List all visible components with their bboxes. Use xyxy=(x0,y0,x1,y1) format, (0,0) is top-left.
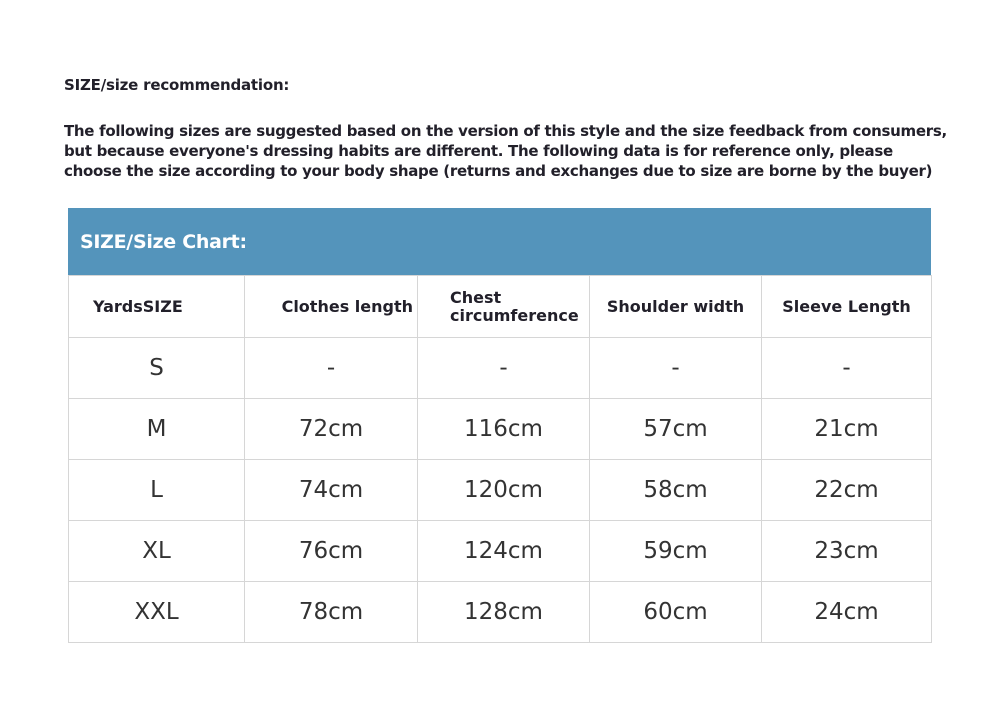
measurement-cell: 116cm xyxy=(417,398,590,460)
intro-text: The following sizes are suggested based … xyxy=(64,121,964,181)
column-header: YardsSIZE xyxy=(68,275,245,338)
measurement-cell: 57cm xyxy=(589,398,762,460)
measurement-cell: 72cm xyxy=(244,398,418,460)
intro-line: but because everyone's dressing habits a… xyxy=(64,142,893,160)
measurement-cell: 76cm xyxy=(244,520,418,582)
section-heading: SIZE/size recommendation: xyxy=(64,76,290,94)
size-cell: M xyxy=(68,398,245,460)
table-row: XXL 78cm 128cm 60cm 24cm xyxy=(68,581,932,643)
measurement-cell: 74cm xyxy=(244,459,418,521)
measurement-cell: - xyxy=(761,337,932,399)
measurement-cell: 24cm xyxy=(761,581,932,643)
intro-line: choose the size according to your body s… xyxy=(64,162,933,180)
size-cell: L xyxy=(68,459,245,521)
size-chart: SIZE/Size Chart: YardsSIZE Clothes lengt… xyxy=(68,208,932,643)
table-header-row: YardsSIZE Clothes length Chest circumfer… xyxy=(68,275,932,338)
column-header: Chest circumference xyxy=(417,275,590,338)
measurement-cell: 22cm xyxy=(761,459,932,521)
column-header: Shoulder width xyxy=(589,275,762,338)
measurement-cell: 78cm xyxy=(244,581,418,643)
table-row: XL 76cm 124cm 59cm 23cm xyxy=(68,520,932,582)
intro-line: The following sizes are suggested based … xyxy=(64,122,947,140)
measurement-cell: - xyxy=(417,337,590,399)
table-row: M 72cm 116cm 57cm 21cm xyxy=(68,398,932,460)
measurement-cell: 58cm xyxy=(589,459,762,521)
column-header: Sleeve Length xyxy=(761,275,932,338)
size-cell: XXL xyxy=(68,581,245,643)
size-chart-title: SIZE/Size Chart: xyxy=(68,208,931,275)
table-row: L 74cm 120cm 58cm 22cm xyxy=(68,459,932,521)
table-row: S---- xyxy=(68,337,932,399)
size-cell: S xyxy=(68,337,245,399)
column-header: Clothes length xyxy=(244,275,418,338)
measurement-cell: 124cm xyxy=(417,520,590,582)
measurement-cell: 59cm xyxy=(589,520,762,582)
size-cell: XL xyxy=(68,520,245,582)
measurement-cell: - xyxy=(589,337,762,399)
measurement-cell: 60cm xyxy=(589,581,762,643)
size-table: YardsSIZE Clothes length Chest circumfer… xyxy=(68,275,932,643)
measurement-cell: 120cm xyxy=(417,459,590,521)
measurement-cell: 21cm xyxy=(761,398,932,460)
measurement-cell: 128cm xyxy=(417,581,590,643)
measurement-cell: - xyxy=(244,337,418,399)
measurement-cell: 23cm xyxy=(761,520,932,582)
